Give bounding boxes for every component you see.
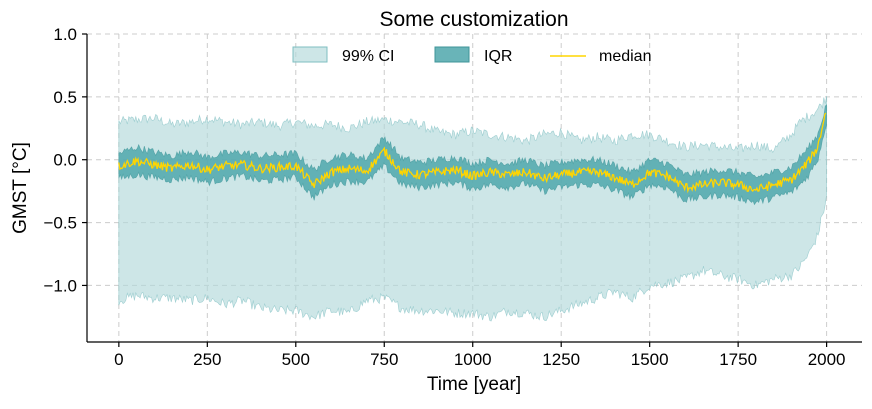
x-tick-label: 1500 (631, 350, 669, 369)
legend-label-iqr: IQR (484, 48, 512, 65)
ci99-band-layer (118, 95, 827, 322)
x-tick-label: 1000 (454, 350, 492, 369)
legend-label-median: median (599, 48, 651, 65)
chart-title: Some customization (379, 8, 568, 31)
x-tick-label: 0 (114, 350, 123, 369)
legend-label-ci99: 99% CI (342, 48, 394, 65)
x-tick-label: 1250 (542, 350, 580, 369)
x-tick-label: 1750 (719, 350, 757, 369)
x-axis-label: Time [year] (427, 374, 521, 395)
y-tick-label: 1.0 (53, 25, 77, 44)
x-tick-label: 2000 (808, 350, 846, 369)
ticks: 0 250 500 750 1000 1250 1500 1750 2000 1.0 0.5 0.0 −… (43, 25, 845, 369)
y-tick-label: −1.0 (43, 276, 77, 295)
iqr-band-layer (118, 104, 827, 206)
ci99-band (118, 95, 827, 322)
median-line (118, 112, 827, 194)
legend-swatch-iqr (434, 46, 470, 63)
y-tick-label: 0.0 (53, 151, 77, 170)
y-axis-label: GMST [°C] (10, 142, 31, 234)
legend-swatch-ci99 (292, 46, 328, 63)
legend: 99% CI IQR median (292, 46, 651, 65)
median-line-layer (118, 112, 827, 194)
x-tick-label: 500 (282, 350, 310, 369)
x-tick-label: 750 (370, 350, 398, 369)
x-tick-label: 250 (193, 350, 221, 369)
y-tick-label: −0.5 (43, 214, 77, 233)
y-tick-label: 0.5 (53, 88, 77, 107)
axes (86, 34, 862, 343)
iqr-band (118, 104, 827, 206)
